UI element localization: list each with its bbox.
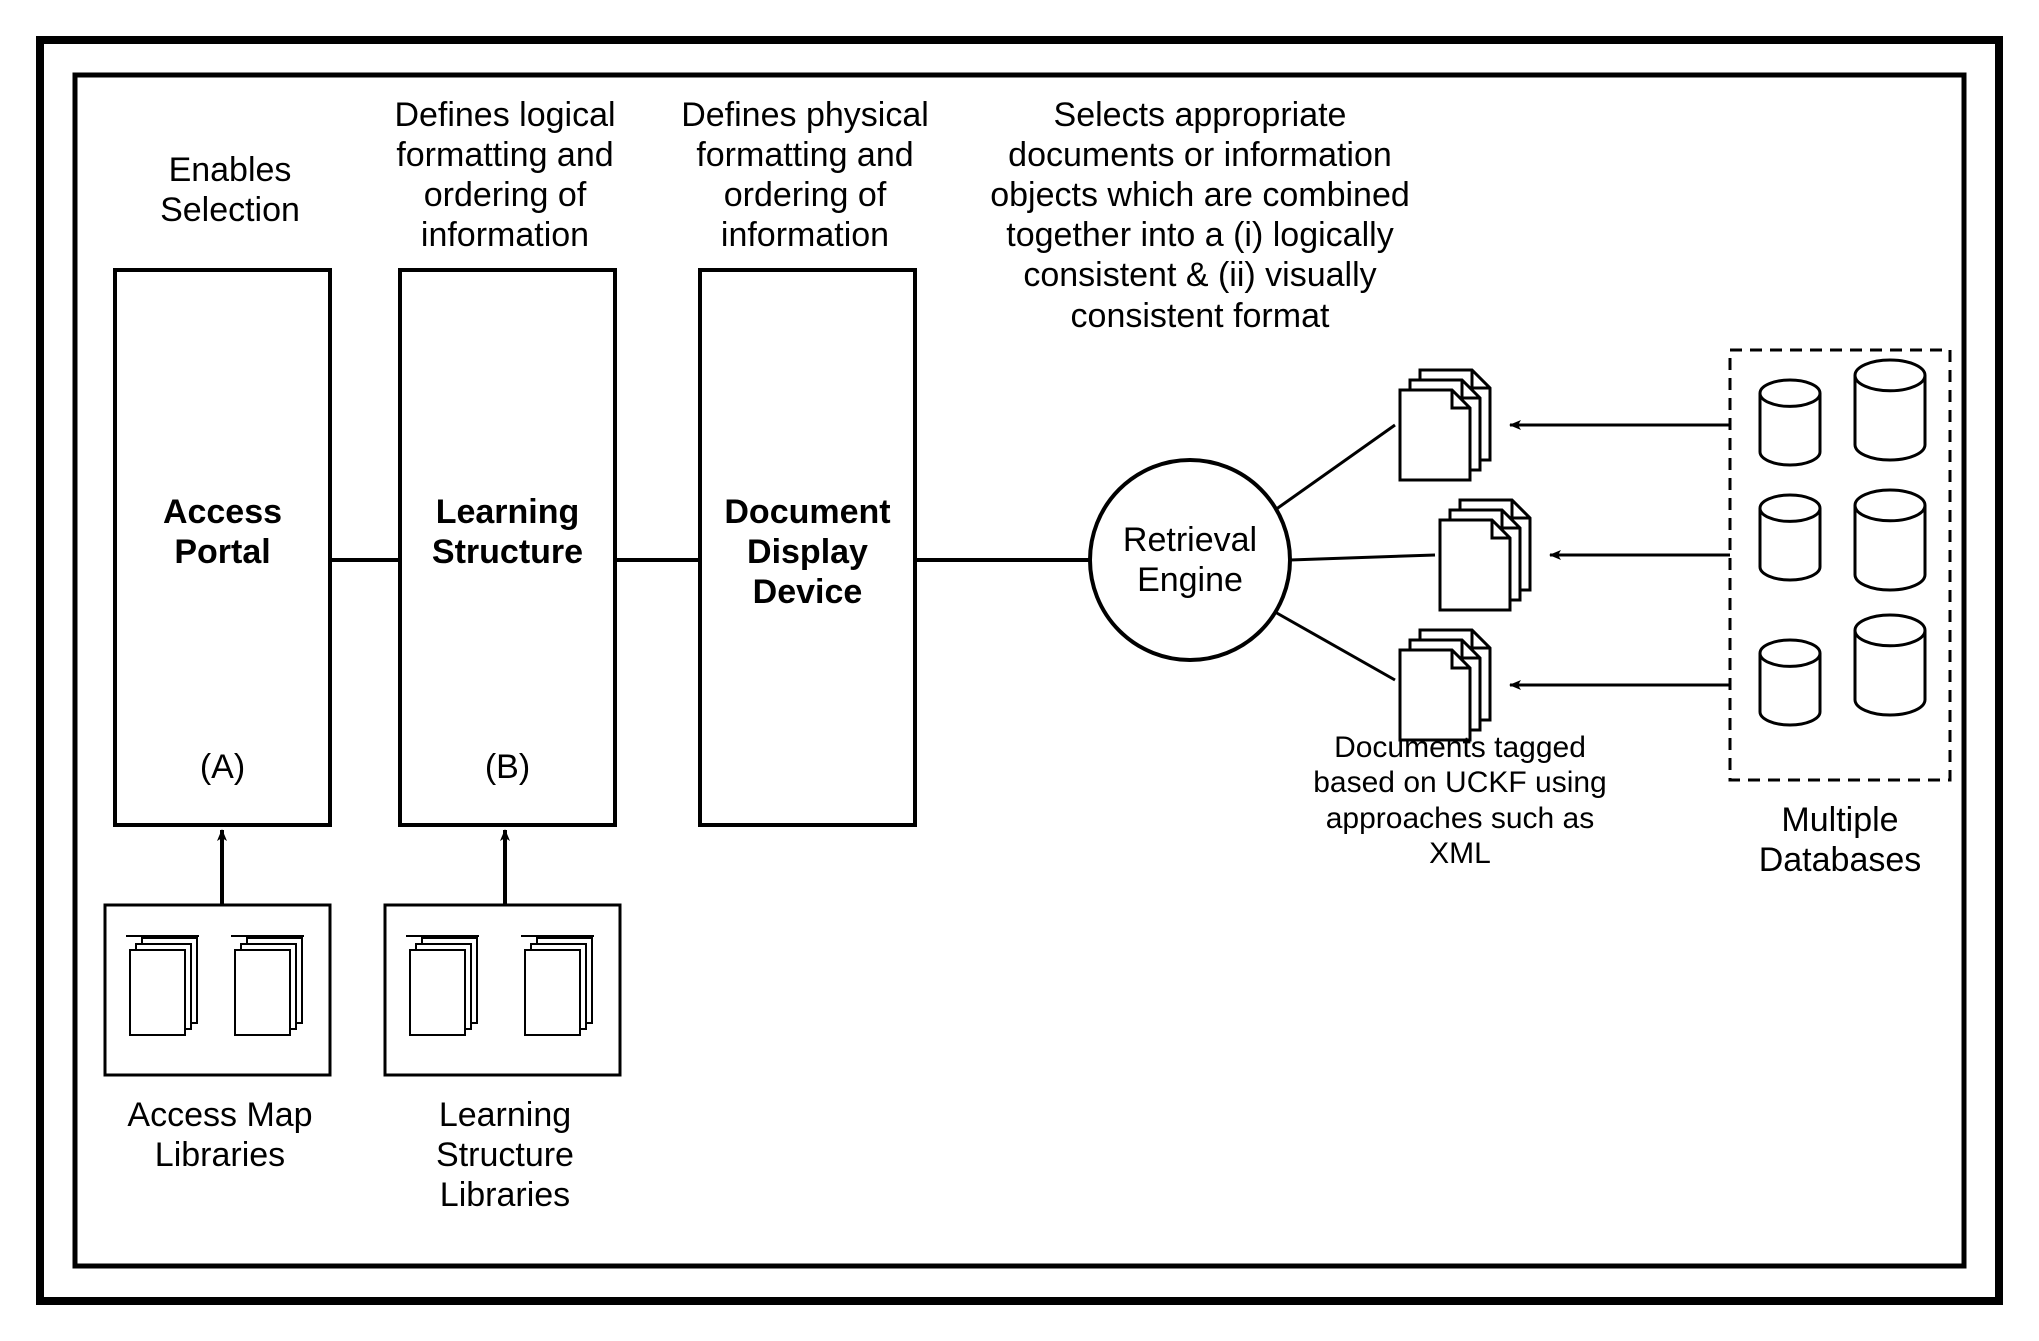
doc-stack-icon-0 [1400,370,1490,480]
caption-access: Enables Selection [125,150,335,230]
caption-engine: Selects appropriate documents or informa… [980,95,1420,336]
db-cylinder-icon [1855,360,1925,460]
doc-stack-icon-2 [1400,630,1490,740]
caption-learning: Defines logical formatting and ordering … [370,95,640,255]
doc-stack-icon-1 [1440,500,1530,610]
docs-caption: Documents tagged based on UCKF using app… [1300,730,1620,872]
edge-engine-docs-1 [1290,555,1435,560]
db-cylinder-icon [1760,380,1820,465]
caption-display: Defines physical formatting and ordering… [665,95,945,255]
edge-engine-docs-0 [1275,425,1395,510]
db-cylinder-icon [1760,495,1820,580]
retrieval-engine-label: Retrieval Engine [1098,520,1282,600]
db-cylinder-icon [1760,640,1820,725]
db-cylinder-icon [1855,490,1925,590]
box-learning-sub: (B) [408,747,607,787]
box-learning-title: Learning Structure [408,492,607,572]
edge-engine-docs-2 [1275,612,1395,680]
box-access-sub: (A) [123,747,322,787]
library-learning-caption: Learning Structure Libraries [370,1095,640,1215]
db-caption: Multiple Databases [1720,800,1960,880]
box-display-title: Document Display Device [708,492,907,612]
diagram-stage: Enables Selection Defines logical formatt… [0,0,2039,1341]
db-cylinder-icon [1855,615,1925,715]
library-access-caption: Access Map Libraries [95,1095,345,1175]
box-access-title: Access Portal [123,492,322,572]
